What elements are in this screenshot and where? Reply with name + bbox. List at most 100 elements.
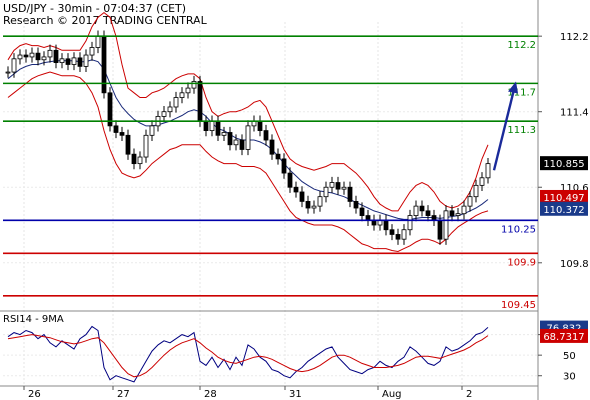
candle-body [29,52,35,58]
candle-body [221,132,227,136]
candle-body [47,49,53,58]
price-tag-label: 110.372 [543,205,584,216]
candle-body [329,182,335,188]
candle-body [23,54,29,58]
rsi-tag-label: 68.7317 [543,332,584,343]
candle-body [467,196,473,207]
candle-body [413,205,419,216]
bollinger-lower-line [7,71,489,253]
candle-body [149,125,155,136]
candle-body [137,156,143,165]
price-tag-label: 110.497 [543,193,584,204]
candle-body [353,201,359,209]
price-tag-label: 110.855 [543,159,584,170]
candle-body [407,215,413,231]
candle-body [11,58,17,73]
candle-body [419,205,425,212]
candle-body [125,134,131,155]
candle-body [311,205,317,209]
candle-body [389,229,395,235]
candle-body [401,229,407,240]
candle-body [191,81,197,89]
candle-body [425,210,431,216]
candle-body [209,120,215,131]
candle-body [437,219,443,240]
x-tick-label: 26 [28,389,41,400]
candle-body [455,213,461,216]
rsi-title: RSI14 - 9MA [3,314,64,325]
candle-body [41,56,47,61]
candle-body [197,81,203,122]
candle-body [233,139,239,146]
candle-body [383,219,389,231]
candle-body [95,35,101,48]
candle-body [257,120,263,131]
y-tick-label: 109.8 [560,259,589,270]
candle-body [119,132,125,136]
level-label: 109.45 [501,300,536,311]
candle-body [35,52,41,61]
candle-body [479,177,485,186]
candle-body [287,172,293,188]
candle-body [341,186,347,190]
price-tag-box [540,189,588,204]
candle-body [473,184,479,198]
candle-body [275,153,281,160]
level-label: 111.7 [507,87,536,98]
candle-body [449,210,455,216]
candle-body [299,191,305,202]
candle-body [113,125,119,133]
candle-body [65,58,71,65]
rsi-ma-line [7,334,489,378]
candle-body [71,57,77,65]
candle-body [461,205,467,215]
candle-body [317,196,323,207]
candle-body [485,163,491,179]
candle-body [161,111,167,117]
candle-body [53,49,59,64]
rsi-y-tick-label: 30 [563,372,576,383]
x-tick-label: 28 [204,389,217,400]
rsi-y-tick-label: 50 [563,351,576,362]
y-tick-label: 111.4 [560,108,589,119]
rsi-line [7,325,489,383]
candle-body [83,54,89,67]
x-tick-label: 27 [117,389,130,400]
candle-body [101,35,107,94]
candle-body [143,134,149,158]
candle-body [323,186,329,198]
y-tick-label: 110.6 [560,183,589,194]
level-label: 111.3 [507,125,536,136]
price-tag-box [540,156,588,171]
level-label: 112.2 [507,40,536,51]
chart-title: USD/JPY - 30min - 07:04:37 (CET) [3,2,187,15]
level-label: 109.9 [507,257,536,268]
candle-body [107,92,113,127]
candle-body [395,234,401,240]
candle-body [173,97,179,108]
chart-subtitle: Research © 2017 TRADING CENTRAL [3,14,207,27]
forecast-arrowhead [508,81,518,94]
candle-body [179,92,185,98]
level-label: 110.25 [501,224,536,235]
candle-body [335,182,341,190]
candle-body [281,158,287,174]
y-tick-label: 112.2 [560,32,589,43]
candle-body [269,139,275,155]
candle-body [215,120,221,136]
candle-body [59,58,65,64]
candle-body [359,207,365,216]
candle-body [263,130,269,141]
candle-body [347,186,353,202]
candle-body [5,71,11,74]
candle-body [131,153,137,165]
candle-body [305,201,311,209]
rsi-tag-box [540,328,588,343]
candle-body [17,54,23,60]
candle-body [443,210,449,240]
x-tick-label: 31 [289,389,302,400]
x-tick-label: 2 [466,389,472,400]
candle-body [227,132,233,146]
candle-body [245,125,251,150]
